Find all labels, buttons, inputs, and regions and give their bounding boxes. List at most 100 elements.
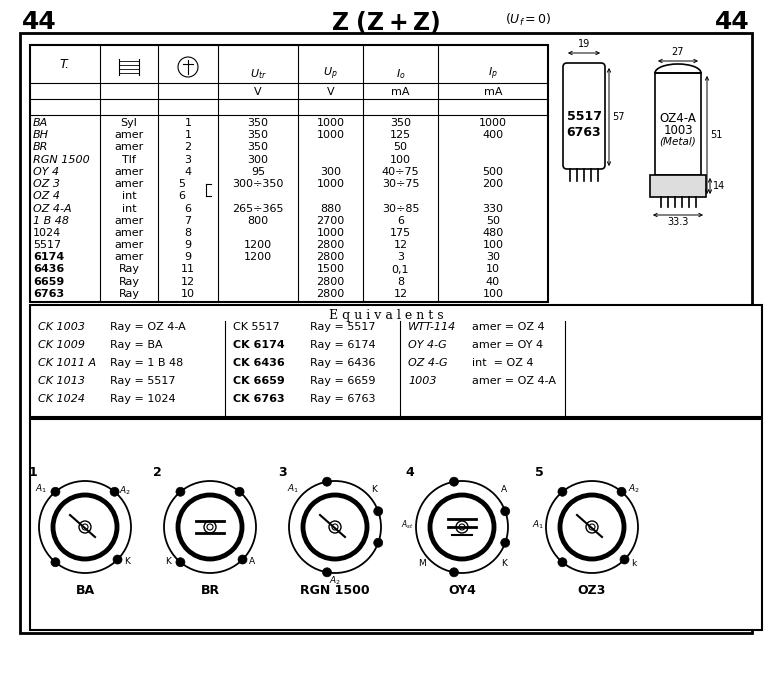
Text: 44: 44 <box>715 10 750 34</box>
Text: OZ 4-A: OZ 4-A <box>33 204 72 213</box>
Text: Ray = 5517: Ray = 5517 <box>110 376 175 386</box>
Text: mA: mA <box>484 87 503 97</box>
Text: CK 1003: CK 1003 <box>38 322 85 332</box>
Text: Tlf: Tlf <box>122 155 136 165</box>
Text: Ray = 1 B 48: Ray = 1 B 48 <box>110 358 183 368</box>
Circle shape <box>586 521 598 533</box>
Text: E q u i v a l e n t s: E q u i v a l e n t s <box>329 309 443 322</box>
Text: 10: 10 <box>181 289 195 299</box>
Text: K: K <box>371 484 377 493</box>
Text: 400: 400 <box>482 130 503 140</box>
Text: 300÷350: 300÷350 <box>232 179 283 189</box>
Text: 330: 330 <box>482 204 503 213</box>
Circle shape <box>164 481 256 573</box>
Text: OY4: OY4 <box>448 584 476 598</box>
Text: OZ 4: OZ 4 <box>33 191 60 202</box>
Circle shape <box>374 538 383 547</box>
Text: 4: 4 <box>185 167 191 177</box>
Text: BH: BH <box>33 130 49 140</box>
Text: mA: mA <box>391 87 410 97</box>
Text: RGN 1500: RGN 1500 <box>300 584 370 598</box>
Text: V: V <box>327 87 334 97</box>
Text: amer: amer <box>114 142 144 152</box>
Circle shape <box>289 481 381 573</box>
Circle shape <box>329 521 341 533</box>
Text: 1000: 1000 <box>317 118 344 128</box>
Circle shape <box>39 481 131 573</box>
Text: 9: 9 <box>185 240 191 250</box>
Text: Ray: Ray <box>118 277 140 287</box>
Circle shape <box>620 555 629 564</box>
Text: amer: amer <box>114 130 144 140</box>
Text: $A_1$: $A_1$ <box>532 518 544 531</box>
Text: $I_p$: $I_p$ <box>488 66 498 82</box>
Text: 0,1: 0,1 <box>391 265 409 275</box>
Text: $A_{st}$: $A_{st}$ <box>401 518 414 531</box>
Circle shape <box>546 481 638 573</box>
Circle shape <box>560 495 624 559</box>
Bar <box>30 419 762 630</box>
Text: k: k <box>631 559 637 568</box>
Circle shape <box>449 477 459 486</box>
Text: 100: 100 <box>482 289 503 299</box>
Text: amer: amer <box>114 228 144 238</box>
Text: 1000: 1000 <box>317 130 344 140</box>
Text: 8: 8 <box>397 277 404 287</box>
Text: Ray = 6174: Ray = 6174 <box>310 340 376 350</box>
Text: 350: 350 <box>248 118 269 128</box>
Text: 1: 1 <box>29 466 37 480</box>
Text: CK 6659: CK 6659 <box>233 376 285 386</box>
Circle shape <box>176 487 185 496</box>
Bar <box>20 33 752 633</box>
Text: OZ3: OZ3 <box>577 584 606 598</box>
Text: 30÷75: 30÷75 <box>381 179 419 189</box>
Text: 100: 100 <box>390 155 411 165</box>
Text: WTT-114: WTT-114 <box>408 322 456 332</box>
Circle shape <box>82 524 88 530</box>
Text: 6: 6 <box>178 191 185 202</box>
Circle shape <box>51 487 60 496</box>
Circle shape <box>303 495 367 559</box>
Text: 40: 40 <box>486 277 500 287</box>
Text: int  = OZ 4: int = OZ 4 <box>472 358 533 368</box>
Text: 6: 6 <box>185 204 191 213</box>
Text: 350: 350 <box>390 118 411 128</box>
Text: int: int <box>122 204 137 213</box>
Circle shape <box>430 495 494 559</box>
Circle shape <box>51 558 60 566</box>
Text: Ray = 6659: Ray = 6659 <box>310 376 375 386</box>
Text: 2800: 2800 <box>317 240 344 250</box>
Text: Ray = 5517: Ray = 5517 <box>310 322 375 332</box>
Text: 350: 350 <box>248 142 269 152</box>
Text: amer: amer <box>114 240 144 250</box>
Text: 6: 6 <box>397 215 404 226</box>
Text: 1 B 48: 1 B 48 <box>33 215 69 226</box>
Circle shape <box>79 521 91 533</box>
Text: 2: 2 <box>154 466 162 480</box>
Text: $I_o$: $I_o$ <box>396 67 405 81</box>
Text: $A_1$: $A_1$ <box>287 483 299 496</box>
Text: 500: 500 <box>482 167 503 177</box>
Text: 1: 1 <box>185 118 191 128</box>
Text: 51: 51 <box>710 130 723 140</box>
Text: 2800: 2800 <box>317 289 344 299</box>
Text: Ray = 1024: Ray = 1024 <box>110 394 175 404</box>
Text: OY 4-G: OY 4-G <box>408 340 447 350</box>
Bar <box>30 305 762 417</box>
Text: 8: 8 <box>185 228 191 238</box>
Text: 40÷75: 40÷75 <box>381 167 419 177</box>
Text: $(U_f = 0)$: $(U_f = 0)$ <box>505 12 551 28</box>
Text: 50: 50 <box>486 215 500 226</box>
Text: BR: BR <box>201 584 219 598</box>
Text: A: A <box>501 484 507 493</box>
Text: 480: 480 <box>482 228 503 238</box>
Text: 14: 14 <box>713 181 725 191</box>
Text: $A_2$: $A_2$ <box>628 483 640 496</box>
Text: CK 1024: CK 1024 <box>38 394 85 404</box>
Text: CK 5517: CK 5517 <box>233 322 279 332</box>
Text: 2700: 2700 <box>317 215 344 226</box>
Text: 300: 300 <box>248 155 269 165</box>
Circle shape <box>110 487 119 496</box>
Text: Ray = 6436: Ray = 6436 <box>310 358 375 368</box>
FancyBboxPatch shape <box>655 73 701 175</box>
